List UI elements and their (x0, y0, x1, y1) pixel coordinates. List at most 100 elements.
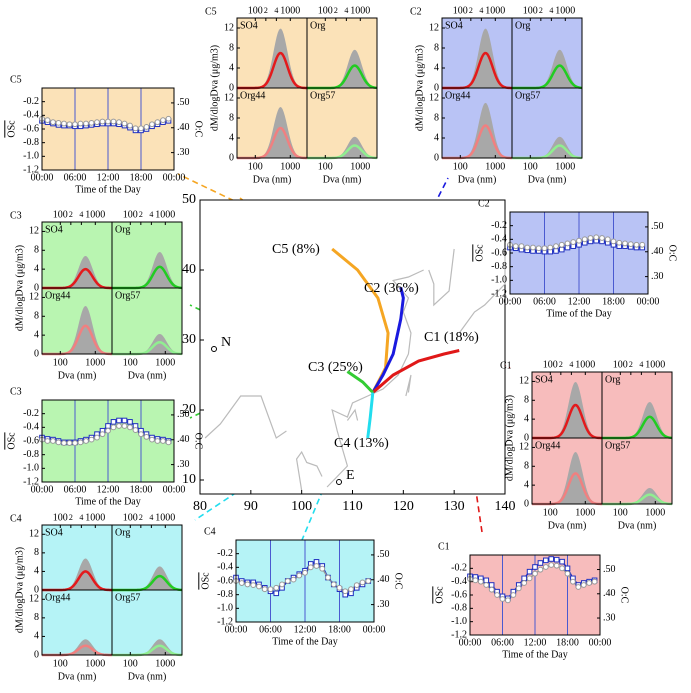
data-point (581, 236, 588, 243)
y-tick-label: 8 (434, 112, 439, 123)
data-point (61, 120, 67, 127)
species-label: Org44 (445, 90, 470, 101)
data-point (524, 244, 531, 251)
coastline (295, 450, 323, 491)
x-tick-label: 1000 (555, 161, 575, 172)
data-point (521, 575, 527, 582)
top-tick-label: 4 (149, 210, 153, 219)
y-tick-label: -1.2 (217, 616, 233, 627)
y-tick-label: 0 (524, 432, 529, 443)
data-point (138, 125, 144, 132)
x-tick-label: 06:00 (64, 172, 87, 183)
top-tick-label: 1000 (645, 359, 665, 370)
y-tick-label: -0.4 (23, 110, 39, 121)
data-point (55, 119, 62, 126)
top-tick-label: 1000 (555, 5, 575, 16)
data-point (576, 237, 582, 244)
panel-frame (41, 87, 175, 171)
top-tick-label: 2 (69, 210, 73, 219)
y-tick-label: -1.0 (451, 616, 467, 627)
y-tick-label: -0.4 (217, 562, 233, 573)
y2-axis-label: O:C (193, 433, 204, 450)
data-point (553, 248, 559, 254)
x-tick-label: 130 (444, 499, 465, 514)
y-tick-label: -1.2 (23, 476, 39, 487)
x-axis-label: Time of the Day (75, 184, 140, 195)
x-tick-label: 00:00 (163, 172, 186, 183)
time-panel: 00:00 06:00 12:00 18:00 00:00-1.2-1.0-0.8-0.… (434, 541, 629, 660)
data-point (307, 564, 314, 571)
x-axis-label: Dva (nm) (58, 370, 97, 381)
data-point (530, 244, 536, 251)
top-tick-label: 2 (539, 6, 543, 15)
y-tick-label: 30 (182, 332, 196, 347)
subpanel-frame (306, 87, 378, 159)
x-tick-label: 06:00 (491, 637, 514, 648)
y-tick-label: -1.2 (23, 164, 39, 175)
data-point (72, 121, 78, 128)
coastline (458, 256, 506, 334)
annotation: N (221, 335, 231, 350)
data-point (302, 569, 308, 576)
top-tick-label: 100 (123, 209, 138, 220)
uncertainty-band (512, 49, 582, 88)
panel-title: C2 (410, 6, 422, 17)
uncertainty-band (512, 136, 582, 158)
species-label: Org57 (115, 592, 140, 603)
panel-title: C5 (205, 6, 217, 17)
data-point (99, 118, 106, 125)
x-tick-label: 18:00 (328, 624, 351, 635)
x-tick-label: 00:00 (637, 296, 660, 307)
panel-title: C4 (10, 513, 22, 524)
y-tick-label: 0 (34, 348, 39, 359)
y-axis-label: dM/dlogDva (μg/m3) (209, 45, 220, 131)
data-point (83, 120, 89, 127)
subpanel-frame (601, 437, 673, 505)
species-label: Org57 (115, 290, 140, 301)
top-tick-label: 2 (69, 513, 73, 522)
data-point (483, 577, 490, 584)
x-axis-label: Dva (nm) (323, 174, 362, 185)
y-tick-label: 10 (182, 472, 196, 487)
y-axis-label: dM/dlogDva (μg/m3) (414, 45, 425, 131)
y-tick-label: -0.2 (23, 96, 39, 107)
top-tick-label: 4 (479, 6, 483, 15)
trajectory-label: C1 (18%) (424, 330, 479, 345)
data-point (477, 578, 484, 585)
y-tick-label: 4 (524, 413, 529, 424)
data-point (521, 580, 528, 586)
x-tick-label: 00:00 (363, 624, 386, 635)
trajectory (366, 392, 375, 439)
data-point (499, 596, 506, 602)
top-tick-label: 2 (469, 6, 473, 15)
data-point (336, 584, 343, 591)
x-tick-label: 00:00 (459, 637, 482, 648)
x-tick-label: 1000 (155, 658, 175, 669)
x-tick-label: 1000 (575, 507, 595, 518)
top-tick-label: 100 (543, 359, 558, 370)
y-tick-label: -0.2 (491, 220, 507, 231)
data-point (488, 586, 495, 593)
species-label: SO4 (445, 20, 463, 31)
y2-tick-label: .30 (651, 271, 664, 282)
data-point (149, 121, 155, 128)
y-tick-label: 8 (34, 612, 39, 623)
trajectory (371, 349, 460, 394)
x-axis-label: Time of the Day (272, 636, 337, 647)
x-tick-label: 100 (123, 658, 138, 669)
y-tick-label: -0.8 (491, 261, 507, 272)
map: 80 90 100 110 120 130 140 10 20 30 40 50 C5 (8%) C2 (… (182, 192, 516, 514)
y-tick-label: 8 (524, 461, 529, 472)
data-point (553, 243, 559, 250)
y-tick-label: 20 (182, 402, 196, 417)
data-point (610, 238, 617, 245)
species-label: Org (115, 527, 130, 538)
y2-tick-label: .50 (603, 564, 616, 575)
x-tick-label: 100 (318, 161, 333, 172)
x-tick-label: 100 (123, 357, 138, 368)
y-tick-label: 4 (229, 62, 234, 73)
data-point (105, 423, 111, 429)
data-point (564, 570, 571, 577)
y-tick-label: 12 (519, 442, 529, 453)
